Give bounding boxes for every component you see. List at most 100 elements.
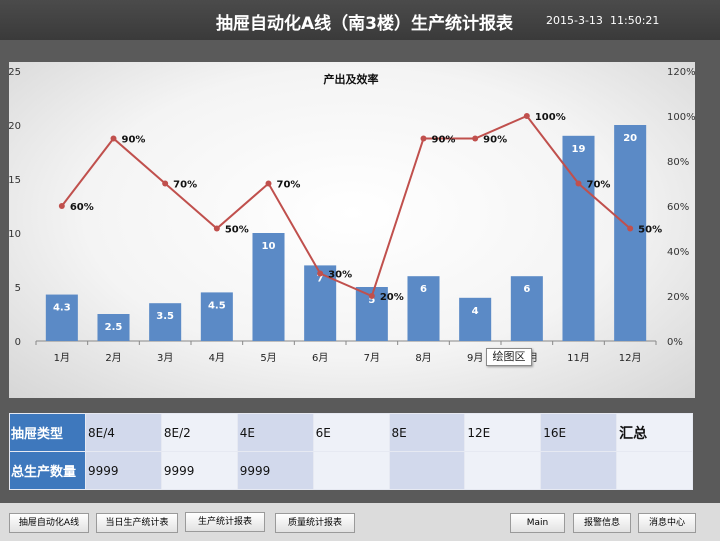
x-tick-label: 1月 — [54, 352, 70, 364]
efficiency-point — [523, 113, 530, 119]
current-date: 2015-3-13 — [546, 14, 603, 27]
type-cell: 4E — [236, 413, 314, 452]
efficiency-point — [420, 135, 427, 142]
y-left-tick-label: 10 — [9, 229, 21, 240]
efficiency-point — [162, 180, 169, 187]
efficiency-value-label: 70% — [277, 180, 301, 191]
line-overview-button[interactable]: 抽屉自动化A线 — [9, 513, 89, 533]
y-left-tick-label: 20 — [9, 121, 21, 132]
efficiency-value-label: 90% — [432, 135, 456, 146]
output-bar — [45, 294, 78, 341]
quantity-cell — [540, 451, 618, 490]
daily-stats-button[interactable]: 当日生产统计表 — [96, 513, 178, 533]
drawer-type-row: 抽屉类型 8E/4 8E/2 4E 6E 8E 12E 16E 汇总 — [9, 413, 693, 452]
header-bar: 抽屉自动化A线（南3楼）生产统计报表 2015-3-13 11:50:21 — [0, 0, 720, 40]
bar-value-label: 20 — [623, 133, 637, 144]
x-tick-label: 8月 — [415, 352, 431, 364]
output-bar — [149, 303, 182, 341]
efficiency-point — [213, 225, 220, 232]
output-bar — [97, 314, 130, 341]
efficiency-point — [265, 180, 272, 187]
efficiency-point — [317, 270, 324, 277]
message-center-button[interactable]: 消息中心 — [638, 513, 696, 533]
efficiency-point — [627, 225, 634, 232]
quantity-cell — [388, 451, 466, 490]
output-bar — [510, 276, 543, 341]
quantity-cell — [464, 451, 542, 490]
output-bar — [614, 125, 647, 341]
type-cell: 8E — [388, 413, 466, 452]
efficiency-value-label: 70% — [587, 180, 611, 191]
y-right-tick-label: 20% — [667, 292, 689, 303]
output-bar — [407, 276, 440, 341]
x-tick-label: 2月 — [105, 352, 121, 364]
bar-value-label: 10 — [262, 241, 276, 252]
bar-value-label: 4 — [472, 306, 479, 317]
efficiency-point — [575, 180, 582, 187]
y-right-tick-label: 40% — [667, 247, 689, 258]
y-left-tick-label: 0 — [15, 337, 21, 348]
y-right-tick-label: 80% — [667, 157, 689, 168]
quantity-row: 总生产数量 9999 9999 9999 — [9, 451, 693, 490]
quantity-cell: 9999 — [160, 451, 238, 490]
x-tick-label: 4月 — [209, 352, 225, 364]
output-bar — [252, 233, 285, 341]
y-left-tick-label: 25 — [9, 67, 21, 78]
bar-value-label: 7 — [317, 273, 324, 284]
output-bar — [200, 292, 233, 341]
efficiency-point — [472, 135, 479, 142]
x-tick-label: 3月 — [157, 352, 173, 364]
x-tick-label: 9月 — [467, 352, 483, 364]
plot-area-tooltip: 绘图区 — [486, 348, 532, 366]
total-quantity-cell — [616, 451, 693, 490]
y-right-tick-label: 60% — [667, 202, 689, 213]
bar-value-label: 2.5 — [105, 322, 123, 333]
efficiency-line — [61, 114, 631, 298]
production-stats-button[interactable]: 生产统计报表 — [185, 512, 265, 532]
x-tick-label: 7月 — [364, 352, 380, 364]
y-left-tick-label: 5 — [15, 283, 21, 294]
x-tick-label: 12月 — [619, 352, 642, 364]
chart-title: 产出及效率 — [324, 72, 379, 86]
drawer-type-header: 抽屉类型 — [9, 413, 86, 452]
efficiency-point — [58, 203, 65, 209]
efficiency-point — [368, 293, 375, 299]
drawer-summary-table: 抽屉类型 8E/4 8E/2 4E 6E 8E 12E 16E 汇总 总生产数量… — [9, 413, 693, 490]
total-quantity-header: 总生产数量 — [9, 451, 86, 490]
type-cell: 8E/4 — [85, 413, 162, 452]
current-time: 11:50:21 — [610, 14, 660, 27]
bar-value-label: 3.5 — [156, 311, 174, 322]
main-button[interactable]: Main — [510, 513, 565, 533]
bar-value-label: 19 — [572, 144, 586, 155]
type-cell: 12E — [464, 413, 542, 452]
bar-value-label: 4.5 — [208, 300, 226, 311]
efficiency-value-label: 90% — [483, 135, 507, 146]
output-efficiency-chart[interactable]: 产出及效率 0 5 10 15 20 25 0% 20% 40% 60% 80% 100% 120% 4.3… — [9, 62, 695, 398]
efficiency-value-label: 100% — [535, 112, 566, 123]
page-title: 抽屉自动化A线（南3楼）生产统计报表 — [216, 14, 513, 34]
total-header: 汇总 — [616, 413, 693, 452]
footer-nav: 抽屉自动化A线 当日生产统计表 生产统计报表 质量统计报表 Main 报警信息 … — [0, 503, 720, 541]
x-tick-label: 5月 — [260, 352, 276, 364]
x-tick-label: 6月 — [312, 352, 328, 364]
bar-value-label: 6 — [420, 284, 427, 295]
y-left-tick-label: 15 — [9, 175, 21, 186]
bar-value-label: 6 — [523, 284, 530, 295]
x-tick-label: 11月 — [567, 352, 590, 364]
y-right-tick-label: 100% — [667, 112, 695, 123]
y-right-tick-label: 120% — [667, 67, 695, 78]
type-cell: 8E/2 — [160, 413, 238, 452]
quantity-cell: 9999 — [236, 451, 314, 490]
efficiency-value-label: 30% — [328, 270, 352, 281]
type-cell: 6E — [312, 413, 390, 452]
type-cell: 16E — [540, 413, 618, 452]
chart-panel[interactable]: 产出及效率 0 5 10 15 20 25 0% 20% 40% 60% 80% 100% 120% 4.3… — [9, 62, 695, 398]
output-bar — [459, 297, 492, 341]
efficiency-point — [110, 135, 117, 142]
efficiency-value-label: 90% — [122, 135, 146, 146]
alarm-info-button[interactable]: 报警信息 — [573, 513, 631, 533]
bar-value-label: 4.3 — [53, 303, 71, 314]
quality-stats-button[interactable]: 质量统计报表 — [275, 513, 355, 533]
bar-value-label: 5 — [368, 295, 375, 306]
efficiency-value-label: 50% — [225, 225, 249, 236]
